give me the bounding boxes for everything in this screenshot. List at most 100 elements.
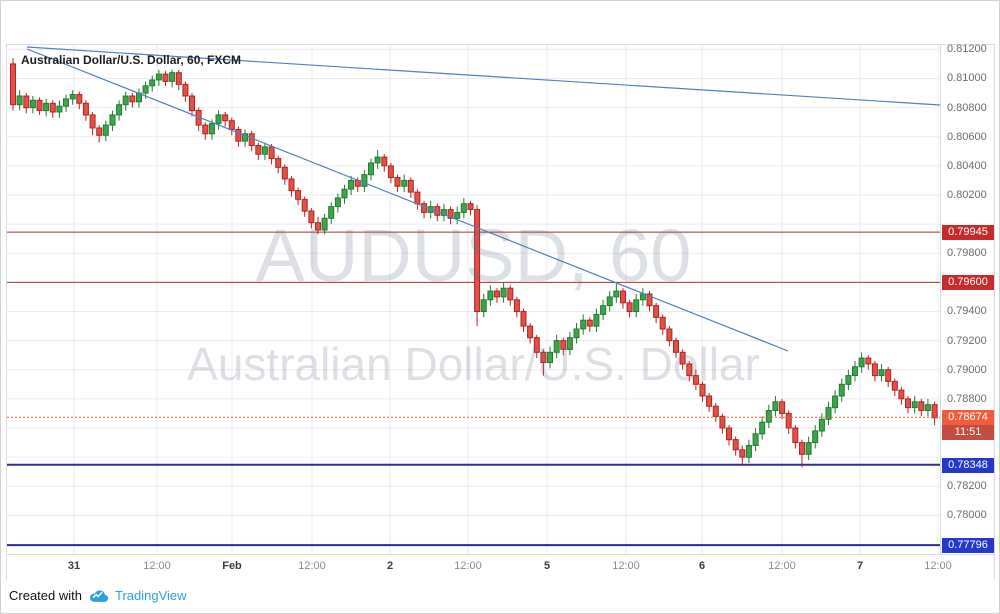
candle-body xyxy=(885,369,892,382)
candle-body xyxy=(845,375,852,385)
time-tick-label: 12:00 xyxy=(143,560,171,572)
candle-body xyxy=(785,412,792,429)
trendline-1[interactable] xyxy=(26,46,940,106)
candle-body xyxy=(189,95,195,112)
candle-body xyxy=(600,305,607,315)
candle-body xyxy=(673,340,679,353)
time-tick-label: 12:00 xyxy=(454,560,482,572)
candle-body xyxy=(261,146,268,155)
candle-body xyxy=(149,79,156,87)
candle-body xyxy=(613,290,620,298)
time-tick-label: Feb xyxy=(222,560,242,572)
candle-body xyxy=(626,302,633,312)
candle-body xyxy=(49,102,56,113)
candle-body xyxy=(76,94,83,104)
candle-body xyxy=(315,222,321,231)
candle-body xyxy=(361,174,368,187)
candle-body xyxy=(454,212,461,219)
candle-body xyxy=(235,129,242,142)
chart-panel: AUDUSD, 60 Australian Dollar/U.S. Dollar… xyxy=(6,43,995,580)
candle-body xyxy=(838,383,845,397)
candle-body xyxy=(275,158,282,168)
candle-body xyxy=(447,209,454,219)
candle-body xyxy=(102,124,109,136)
price-tick-label: 0.78200 xyxy=(947,480,987,492)
candle-body xyxy=(268,146,275,160)
candle-body xyxy=(547,351,553,363)
candle-body xyxy=(918,401,925,411)
price-axis[interactable]: 0.81200 0.81000 0.80800 0.80600 0.80400 0.802… xyxy=(940,43,994,554)
price-tick-label: 0.79200 xyxy=(947,335,987,347)
candle-body xyxy=(407,179,414,193)
candle-body xyxy=(706,395,713,407)
price-label-resistance-lower: 0.79600 xyxy=(942,275,994,290)
chart-plot-area[interactable]: AUDUSD, 60 Australian Dollar/U.S. Dollar… xyxy=(7,45,940,554)
candle-body xyxy=(911,401,918,409)
candle-body xyxy=(818,418,825,432)
candle-body xyxy=(248,133,255,147)
tradingview-link[interactable]: TradingView xyxy=(88,588,187,603)
candle-body xyxy=(414,191,421,205)
price-tick-label: 0.81200 xyxy=(947,43,987,55)
candle-body xyxy=(832,395,839,409)
time-tick-label: 5 xyxy=(543,560,551,572)
time-tick-label: 6 xyxy=(698,560,706,572)
candle-body xyxy=(898,389,905,400)
candle-body xyxy=(646,293,653,307)
candle-body xyxy=(858,357,865,368)
time-tick-label: 12:00 xyxy=(768,560,796,572)
tradingview-brand-label: TradingView xyxy=(114,588,187,603)
candle-body xyxy=(520,311,527,327)
candle-body xyxy=(175,72,182,85)
symbol-legend[interactable]: Australian Dollar/U.S. Dollar, 60, FXCM xyxy=(21,53,242,67)
candle-body xyxy=(23,95,30,109)
candle-body xyxy=(765,410,772,423)
candle-body xyxy=(905,398,911,409)
candle-body xyxy=(116,104,123,116)
candle-body xyxy=(799,442,805,455)
candle-body xyxy=(29,99,36,109)
candle-body xyxy=(69,94,76,100)
price-tick-label: 0.80200 xyxy=(947,189,987,201)
candle-body xyxy=(560,340,567,350)
candle-body xyxy=(460,203,467,213)
candle-body xyxy=(255,145,262,155)
time-tick-label: 2 xyxy=(386,560,394,572)
candle-body xyxy=(341,188,348,199)
candle-body xyxy=(924,404,931,412)
candle-body xyxy=(659,316,666,330)
candle-body xyxy=(792,427,799,444)
candle-body xyxy=(387,165,394,179)
candle-body xyxy=(513,299,520,313)
candle-body xyxy=(96,127,103,136)
candle-body xyxy=(155,73,162,81)
candle-body xyxy=(228,120,235,130)
candle-body xyxy=(779,401,786,414)
candle-body xyxy=(586,319,593,327)
time-tick-label: 31 xyxy=(67,560,81,572)
candle-body xyxy=(202,124,209,135)
candle-body xyxy=(89,114,96,129)
last-price-label: 0.78674 xyxy=(942,410,994,425)
trendline-2[interactable] xyxy=(26,48,789,352)
candle-body xyxy=(222,114,229,122)
candle-body xyxy=(745,445,752,458)
candle-body xyxy=(812,430,819,444)
candle-body xyxy=(129,95,136,103)
candle-body xyxy=(533,337,540,353)
candle-body xyxy=(474,209,481,313)
candle-body xyxy=(56,105,63,113)
candlestick-chart xyxy=(7,45,940,554)
candle-body xyxy=(891,380,898,391)
created-with-label: Created with xyxy=(9,588,82,603)
candle-body xyxy=(242,133,248,142)
time-axis[interactable]: 31 12:00 Feb 12:00 2 12:00 5 12:00 6 12:00 7 12:00 xyxy=(7,554,994,580)
candle-body xyxy=(759,421,766,435)
price-tick-label: 0.79000 xyxy=(947,364,987,376)
price-tick-label: 0.80800 xyxy=(947,102,987,114)
candle-body xyxy=(169,72,176,82)
candle-body xyxy=(328,206,335,219)
candle-body xyxy=(122,95,129,106)
candle-body xyxy=(825,407,832,420)
